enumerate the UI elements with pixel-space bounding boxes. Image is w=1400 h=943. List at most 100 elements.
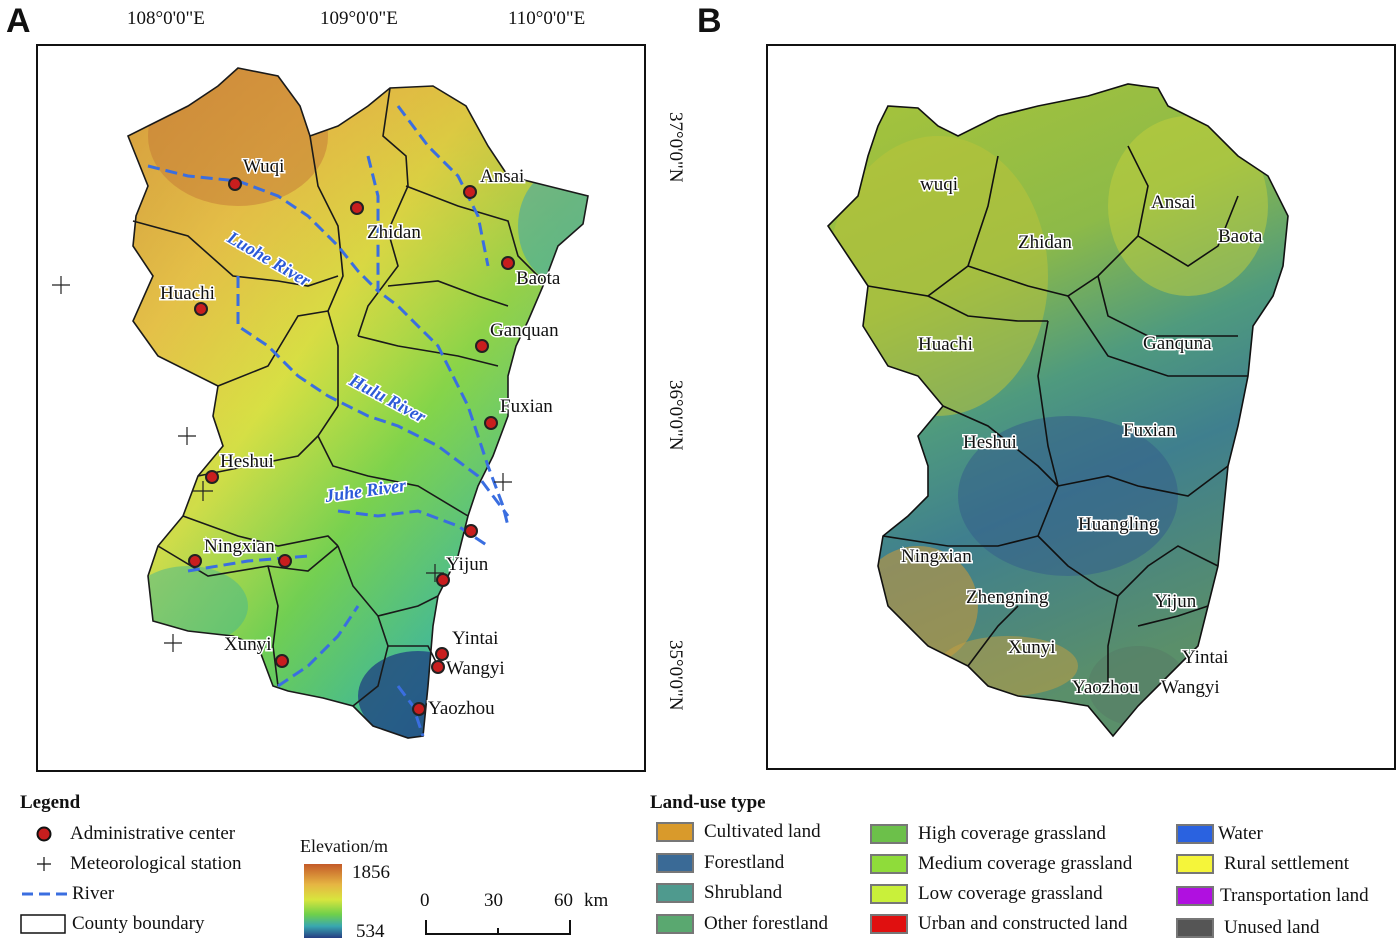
- county-label-xunyi: Xunyi: [224, 634, 272, 655]
- county-label-yaozhou: Yaozhou: [428, 698, 495, 719]
- legend-label-boundary: County boundary: [72, 913, 205, 934]
- transport-swatch: [1176, 886, 1214, 906]
- boundary-box-icon: [20, 914, 66, 934]
- legend-label-station: Meteorological station: [70, 853, 242, 874]
- lat-label-35: 35°0'0"N: [665, 640, 686, 711]
- landuse-label-high-grass: High coverage grassland: [918, 823, 1106, 844]
- landuse-item-medium-grass: Medium coverage grassland: [870, 853, 1132, 875]
- landuse-label-rural: Rural settlement: [1224, 853, 1350, 874]
- high-grass-swatch: [870, 824, 908, 844]
- landuse-label-other-forestland: Other forestland: [704, 913, 828, 934]
- county-label-huachi: Huachi: [160, 283, 215, 304]
- center-yintai: [435, 647, 449, 661]
- forestland-swatch: [656, 853, 694, 873]
- cultivated-swatch: [656, 822, 694, 842]
- admin-center-icon: [36, 826, 52, 842]
- landuse-item-other-forestland: Other forestland: [656, 913, 828, 935]
- meteorological-stations: [52, 276, 512, 652]
- center-ganquan: [475, 339, 489, 353]
- lu-county-label-zhidan: Zhidan: [1018, 232, 1072, 253]
- center-zhengning: [278, 554, 292, 568]
- county-label-baota: Baota: [516, 268, 561, 289]
- lu-county-label-baota: Baota: [1218, 226, 1263, 247]
- lu-county-label-ansai: Ansai: [1151, 192, 1195, 213]
- center-ningxian: [188, 554, 202, 568]
- landuse-item-urban: Urban and constructed land: [870, 913, 1127, 935]
- legend-item-river: River: [20, 883, 114, 905]
- lat-label-37: 37°0'0"N: [665, 112, 686, 183]
- landuse-label-cultivated: Cultivated land: [704, 821, 821, 842]
- center-wangyi: [431, 660, 445, 674]
- station-plus-icon: [37, 857, 51, 871]
- lu-county-label-yijun: Yijun: [1154, 591, 1197, 612]
- lon-label-108: 108°0'0"E: [127, 8, 205, 29]
- elevation-min-label: 534: [356, 921, 385, 942]
- panel-a-label: A: [6, 2, 31, 40]
- landuse-item-low-grass: Low coverage grassland: [870, 883, 1103, 905]
- lu-county-label-huachi: Huachi: [918, 334, 973, 355]
- county-label-wuqi: Wuqi: [243, 156, 284, 177]
- center-huangling: [464, 524, 478, 538]
- county-label-ansai: Ansai: [480, 166, 524, 187]
- landuse-label-transport: Transportation land: [1220, 885, 1369, 906]
- landuse-map-canvas: wuqi Zhidan Ansai Baota Huachi Ganquna H…: [826, 83, 1289, 738]
- county-label-yijun: Yijun: [446, 554, 489, 575]
- county-label-ganquan: Ganquan: [490, 320, 559, 341]
- lu-county-label-heshui: Heshui: [963, 432, 1017, 453]
- landuse-item-water: Water: [1176, 823, 1263, 845]
- legend-item-station: Meteorological station: [34, 853, 241, 875]
- landuse-label-forestland: Forestland: [704, 852, 785, 873]
- landuse-item-rural: Rural settlement: [1176, 853, 1349, 875]
- center-wuqi: [228, 177, 242, 191]
- landuse-legend-title: Land-use type: [650, 792, 766, 813]
- lon-label-110: 110°0'0"E: [508, 8, 586, 29]
- lu-county-label-huangling: Huangling: [1078, 514, 1159, 535]
- landuse-item-transport: Transportation land: [1176, 885, 1369, 907]
- station-3: [494, 473, 512, 491]
- lu-county-label-ganquna: Ganquna: [1143, 333, 1212, 354]
- legend-item-admin: Administrative center: [34, 823, 235, 845]
- lu-county-label-wuqi: wuqi: [920, 174, 958, 195]
- legend-title: Legend: [20, 792, 81, 813]
- center-yijun: [436, 573, 450, 587]
- county-label-yintai: Yintai: [452, 628, 498, 649]
- station-5: [426, 564, 444, 582]
- shrubland-swatch: [656, 883, 694, 903]
- urban-swatch: [870, 914, 908, 934]
- lu-county-label-yintai: Yintai: [1182, 647, 1228, 668]
- center-yaozhou: [412, 702, 426, 716]
- landuse-county-boundaries: [826, 83, 1289, 738]
- county-label-fuxian: Fuxian: [500, 396, 553, 417]
- lu-county-label-wangyi: Wangyi: [1161, 677, 1220, 698]
- landuse-label-urban: Urban and constructed land: [918, 913, 1128, 934]
- landuse-label-unused: Unused land: [1224, 917, 1320, 938]
- landuse-item-high-grass: High coverage grassland: [870, 823, 1106, 845]
- center-ansai: [463, 185, 477, 199]
- elevation-max-label: 1856: [352, 862, 390, 883]
- county-boundaries: [126, 67, 589, 739]
- lu-county-label-ningxian: Ningxian: [901, 546, 972, 567]
- center-xunyi: [275, 654, 289, 668]
- station-6: [193, 481, 213, 501]
- landuse-label-water: Water: [1218, 823, 1263, 844]
- center-zhidan: [350, 201, 364, 215]
- elevation-title: Elevation/m: [300, 836, 388, 856]
- scale-unit: km: [584, 890, 609, 911]
- river-dash-icon: [22, 892, 68, 896]
- landuse-map: wuqi Zhidan Ansai Baota Huachi Ganquna H…: [766, 44, 1396, 770]
- elevation-color-ramp: [304, 864, 342, 938]
- water-swatch: [1176, 824, 1214, 844]
- county-label-zhidan: Zhidan: [367, 222, 421, 243]
- center-baota: [501, 256, 515, 270]
- unused-swatch: [1176, 918, 1214, 938]
- center-huachi: [194, 302, 208, 316]
- scale-label-60: 60: [554, 890, 573, 911]
- lu-county-label-zhengning: Zhengning: [966, 587, 1049, 608]
- landuse-label-medium-grass: Medium coverage grassland: [918, 853, 1133, 874]
- scale-label-30: 30: [484, 890, 503, 911]
- county-label-heshui: Heshui: [220, 451, 274, 472]
- medium-grass-swatch: [870, 854, 908, 874]
- rural-swatch: [1176, 854, 1214, 874]
- legend-item-boundary: County boundary: [20, 913, 204, 935]
- low-grass-swatch: [870, 884, 908, 904]
